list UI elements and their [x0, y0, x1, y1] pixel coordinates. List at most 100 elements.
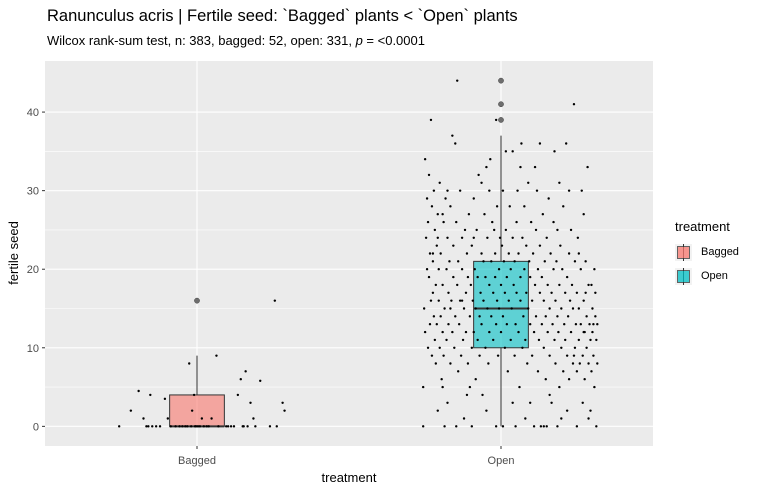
data-point — [575, 425, 579, 428]
data-point — [566, 315, 570, 318]
data-point — [524, 417, 527, 420]
data-point — [587, 417, 590, 420]
data-point — [520, 142, 523, 145]
data-point — [560, 346, 563, 349]
data-point — [432, 189, 436, 192]
data-point — [493, 252, 497, 255]
data-point — [452, 244, 455, 247]
data-point — [542, 425, 546, 428]
data-point — [424, 236, 428, 239]
data-point — [249, 401, 252, 404]
data-point — [538, 142, 542, 145]
data-point — [429, 299, 433, 302]
data-point — [596, 362, 599, 365]
data-point — [491, 220, 494, 224]
data-point — [568, 299, 572, 302]
subtitle-prefix: Wilcox rank-sum test, n: 383, bagged: 52… — [47, 33, 356, 48]
data-point — [585, 346, 588, 349]
data-point — [564, 142, 568, 145]
data-point — [488, 330, 491, 334]
data-point — [591, 307, 594, 310]
data-point — [196, 425, 200, 428]
data-point — [554, 362, 557, 365]
data-point — [536, 268, 540, 271]
data-point — [506, 370, 510, 373]
data-point — [268, 425, 272, 428]
data-point — [426, 220, 430, 224]
data-point — [485, 409, 488, 412]
data-point — [158, 425, 162, 428]
data-point — [543, 260, 546, 263]
data-point — [477, 173, 480, 177]
data-point — [443, 307, 446, 310]
data-point — [479, 291, 482, 294]
data-point — [423, 330, 427, 334]
data-point — [449, 307, 452, 310]
data-point — [446, 236, 449, 239]
data-point — [565, 409, 569, 412]
data-point — [492, 291, 495, 294]
data-point — [434, 362, 438, 365]
data-point — [510, 307, 513, 310]
data-point — [583, 378, 586, 381]
data-point — [434, 283, 438, 287]
data-point — [513, 354, 516, 357]
data-point — [569, 330, 573, 334]
data-point — [431, 260, 435, 263]
legend-title: treatment — [675, 219, 730, 234]
data-point — [577, 307, 581, 310]
data-point — [517, 252, 520, 255]
data-point — [186, 425, 189, 428]
data-point — [273, 299, 277, 302]
data-point — [460, 236, 464, 239]
data-point — [425, 197, 429, 200]
y-tick-label: 20 — [27, 264, 39, 276]
data-point — [283, 409, 286, 412]
data-point — [174, 425, 177, 428]
data-point — [473, 268, 476, 271]
data-point — [515, 220, 518, 224]
data-point — [229, 425, 233, 428]
data-point — [436, 409, 439, 412]
data-point — [545, 236, 548, 239]
data-point — [560, 417, 563, 420]
data-point — [483, 213, 486, 216]
data-point — [533, 283, 537, 287]
data-point — [588, 323, 591, 326]
data-point — [556, 315, 559, 318]
data-point — [482, 299, 485, 302]
data-point — [544, 315, 547, 318]
data-point — [492, 228, 496, 232]
data-point — [548, 354, 551, 357]
chart-subtitle: Wilcox rank-sum test, n: 383, bagged: 52… — [47, 33, 425, 48]
data-point — [549, 252, 552, 255]
data-point — [564, 291, 567, 294]
data-point — [530, 354, 534, 357]
data-point — [590, 370, 593, 373]
data-point — [552, 220, 555, 224]
data-point — [582, 330, 585, 334]
data-point — [527, 181, 530, 184]
data-point — [518, 385, 521, 389]
data-point — [521, 236, 524, 239]
x-axis-title: treatment — [322, 470, 377, 485]
data-point — [452, 275, 455, 279]
data-point — [431, 291, 435, 294]
data-point — [421, 425, 425, 428]
data-point — [488, 189, 491, 192]
data-point — [184, 425, 187, 428]
data-point — [463, 228, 467, 232]
data-point — [433, 228, 437, 232]
data-point — [435, 244, 438, 247]
data-point — [501, 425, 505, 428]
data-point — [456, 260, 460, 263]
data-point — [572, 354, 576, 357]
data-point — [446, 401, 449, 404]
data-point — [485, 165, 488, 169]
data-point — [423, 158, 427, 161]
data-point — [147, 425, 150, 428]
data-point — [504, 150, 508, 153]
data-point — [592, 354, 595, 357]
data-point — [447, 323, 450, 326]
data-point — [439, 252, 442, 255]
